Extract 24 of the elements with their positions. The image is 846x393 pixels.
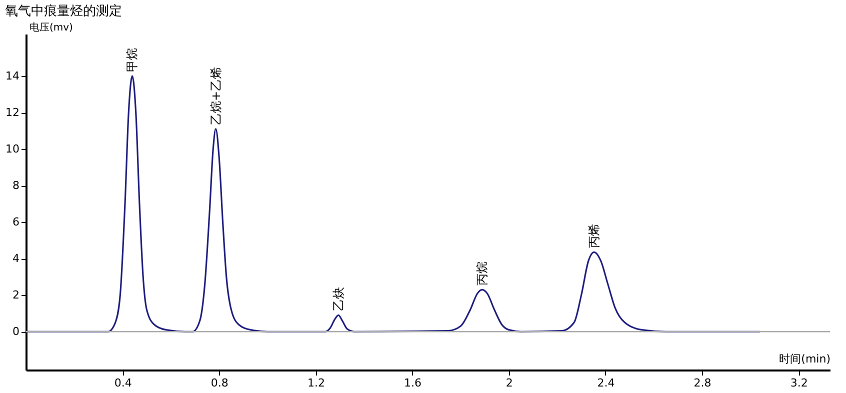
annotation: 乙炔 — [331, 287, 346, 312]
y-tick-label: 8 — [12, 179, 20, 192]
annotation: 乙烷+乙烯 — [208, 66, 223, 125]
x-tick-label: 2.8 — [694, 376, 712, 390]
x-tick-label: 1.2 — [307, 376, 325, 390]
annotation: 丙烷 — [475, 262, 490, 286]
x-tick-label: 2 — [506, 376, 513, 390]
y-tick-label: 0 — [12, 325, 20, 338]
x-tick-label: 3.2 — [790, 376, 808, 390]
y-axis-title: 电压(mv) — [30, 22, 74, 34]
x-tick-label: 0.8 — [210, 376, 228, 390]
y-tick-label: 2 — [12, 288, 20, 302]
annotation: 甲烷 — [125, 48, 140, 72]
annotation: 丙烯 — [587, 224, 602, 248]
y-tick-label: 10 — [6, 142, 20, 156]
y-tick-label: 4 — [12, 252, 20, 266]
x-axis-title: 时间(min) — [779, 352, 830, 366]
x-tick-label: 1.6 — [404, 376, 422, 390]
y-tick-label: 6 — [12, 216, 20, 229]
y-tick-label: 14 — [6, 70, 20, 82]
y-tick-label: 12 — [6, 106, 20, 120]
x-tick-label: 2.4 — [597, 376, 615, 390]
x-tick-label: 0.4 — [114, 376, 132, 390]
chart-title: 氧气中痕量烃的测定 — [5, 4, 122, 19]
